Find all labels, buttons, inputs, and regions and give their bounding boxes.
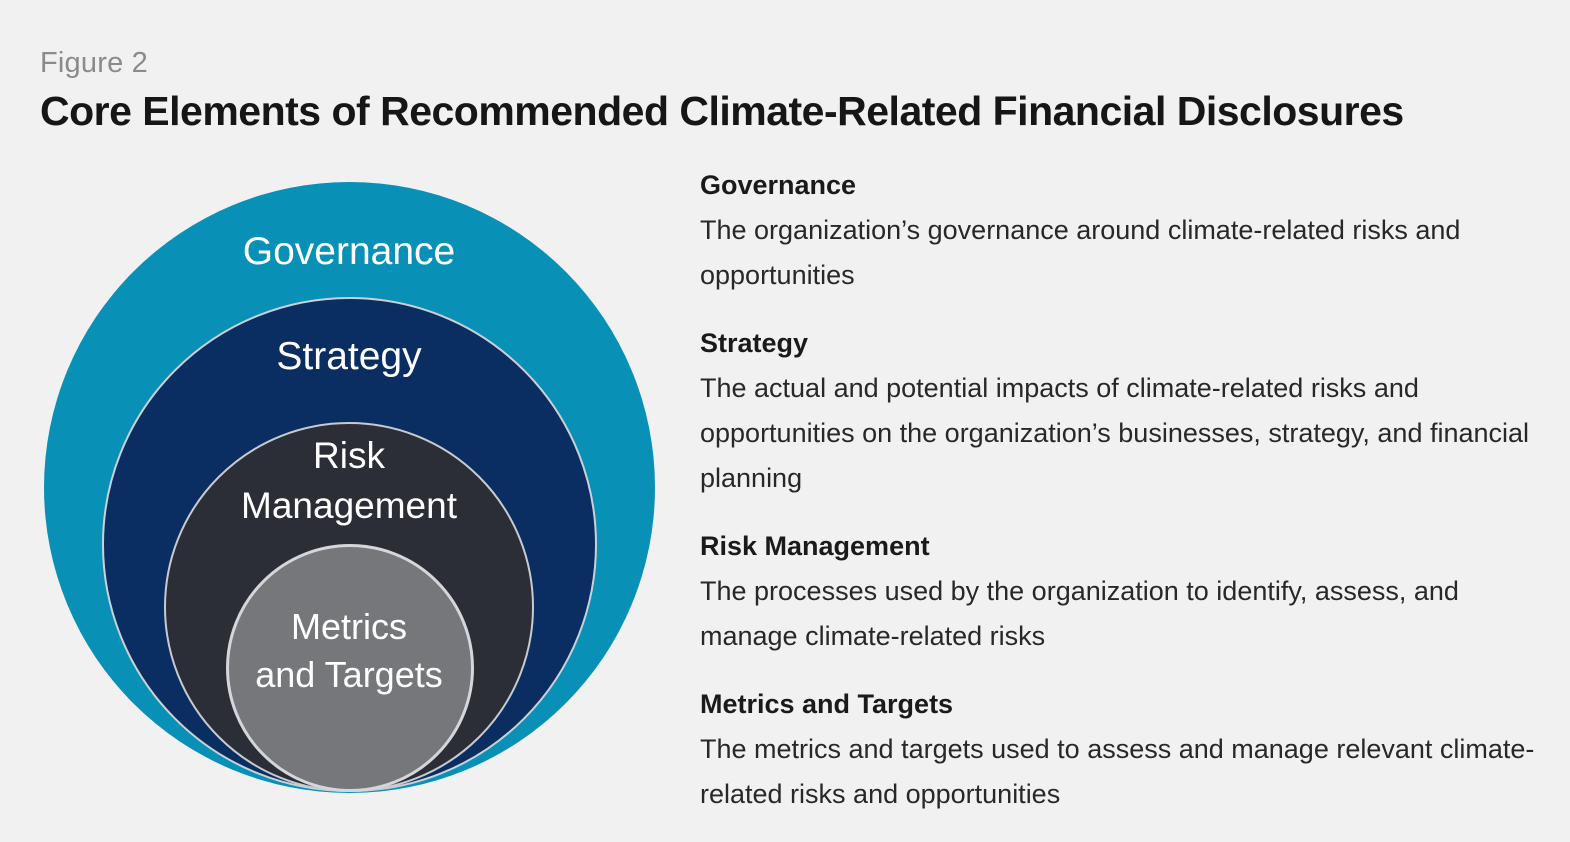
description-risk-management-heading: Risk Management xyxy=(700,531,930,561)
description-metrics-and-targets: Metrics and Targets The metrics and targ… xyxy=(700,682,1552,817)
metrics-and-targets-circle xyxy=(226,544,474,792)
governance-circle-label: Governance xyxy=(242,230,456,273)
description-strategy: Strategy The actual and potential impact… xyxy=(700,321,1552,501)
description-risk-management-body: The processes used by the organization t… xyxy=(700,576,1459,651)
description-strategy-body: The actual and potential impacts of clim… xyxy=(700,373,1530,493)
metrics-and-targets-circle-label: Metrics and Targets xyxy=(49,603,649,699)
description-metrics-and-targets-body: The metrics and targets used to assess a… xyxy=(700,734,1535,809)
descriptions-panel: Governance The organization’s governance… xyxy=(700,163,1552,840)
risk-management-circle-label: Risk Management xyxy=(49,431,649,531)
description-governance-heading: Governance xyxy=(700,170,857,200)
description-governance-body: The organization’s governance around cli… xyxy=(700,215,1461,290)
description-strategy-heading: Strategy xyxy=(700,328,809,358)
page-title: Core Elements of Recommended Climate-Rel… xyxy=(40,88,1404,134)
description-metrics-and-targets-heading: Metrics and Targets xyxy=(700,689,954,719)
figure-label: Figure 2 xyxy=(40,47,148,79)
nested-circles-diagram: Governance Strategy Risk Management Metr… xyxy=(0,0,700,842)
strategy-circle-label: Strategy xyxy=(276,335,422,378)
risk-management-label-line1: Risk xyxy=(313,435,385,476)
metrics-and-targets-label-line2: and Targets xyxy=(255,654,443,695)
description-governance: Governance The organization’s governance… xyxy=(700,163,1552,298)
description-risk-management: Risk Management The processes used by th… xyxy=(700,524,1552,659)
risk-management-label-line2: Management xyxy=(241,485,457,526)
metrics-and-targets-label-line1: Metrics xyxy=(291,606,407,647)
